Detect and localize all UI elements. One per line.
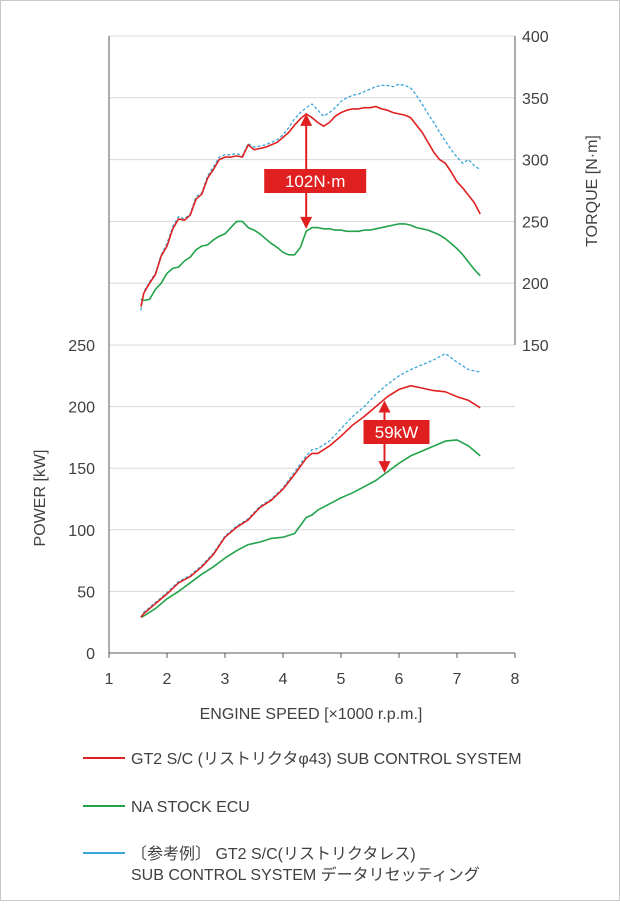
x-tick-label: 4 [279,671,288,688]
legend-label: NA STOCK ECU [131,799,250,816]
x-tick-label: 7 [453,671,462,688]
power-series-0 [140,384,481,618]
torque-gap-label: 102N·m [285,172,345,191]
torque-tick-label: 250 [522,214,549,231]
power-tick-label: 0 [86,646,95,663]
legend-item-1: NA STOCK ECU [83,799,250,816]
power-series-2 [140,352,481,618]
legend-label: 〔参考例〕 GT2 S/C(リストリクタレス) [131,845,416,863]
x-tick-label: 6 [395,671,404,688]
power-axis-title: POWER [kW] [32,450,49,547]
torque-tick-labels: 150 200 250 300 350 400 [522,29,549,355]
torque-tick-label: 350 [522,91,549,108]
power-tick-label: 200 [68,400,95,417]
power-gridlines [109,344,515,592]
power-tick-label: 250 [68,338,95,355]
torque-tick-label: 200 [522,276,549,293]
x-tick-labels: 1 2 3 4 5 6 7 8 [105,671,520,688]
power-tick-label: 50 [77,584,95,601]
power-gap-label: 59kW [375,423,418,442]
torque-series [140,83,481,311]
x-tick-label: 2 [163,671,172,688]
legend-label: SUB CONTROL SYSTEM データリセッティング [131,865,480,884]
axes [108,36,516,658]
power-tick-labels: 0 50 100 150 200 250 [68,338,95,663]
torque-series-0 [140,105,481,307]
x-axis-title: ENGINE SPEED [×1000 r.p.m.] [200,706,423,723]
legend-label: GT2 S/C (リストリクタφ43) SUB CONTROL SYSTEM [131,750,522,768]
torque-gap-box [264,169,367,193]
x-tick-label: 3 [221,671,230,688]
legend-item-0: GT2 S/C (リストリクタφ43) SUB CONTROL SYSTEM [83,750,522,768]
legend-item-2: 〔参考例〕 GT2 S/C(リストリクタレス) SUB CONTROL SYSTE… [83,845,480,884]
torque-tick-label: 300 [522,153,549,170]
power-series-1 [140,439,481,619]
power-gap-box [363,420,430,444]
x-tick-label: 5 [337,671,346,688]
power-series [140,352,481,619]
callouts: 102N·m 59kW [264,113,430,474]
torque-series-1 [140,220,481,302]
torque-tick-label: 150 [522,338,549,355]
torque-series-2 [140,83,481,311]
torque-tick-label: 400 [522,29,549,46]
legend: GT2 S/C (リストリクタφ43) SUB CONTROL SYSTEM NA… [83,750,522,884]
power-tick-label: 100 [68,523,95,540]
x-tick-label: 8 [511,671,520,688]
x-tick-label: 1 [105,671,114,688]
torque-axis-title: TORQUE [N·m] [584,135,601,247]
power-tick-label: 150 [68,461,95,478]
